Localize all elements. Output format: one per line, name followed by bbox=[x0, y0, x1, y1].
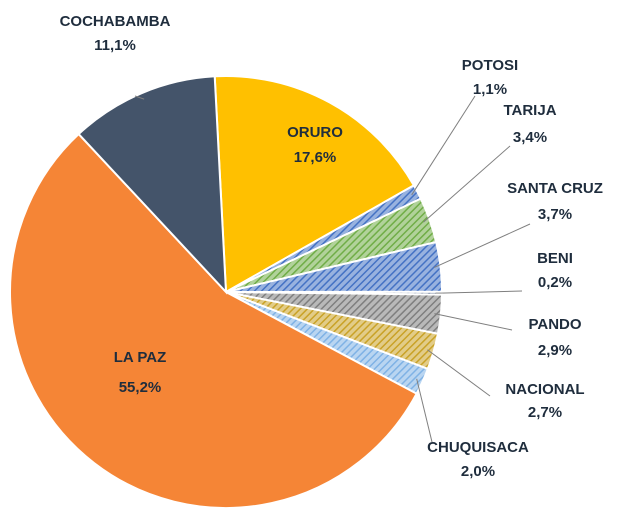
slice-label: LA PAZ bbox=[114, 349, 167, 366]
value-label: 2,7% bbox=[528, 404, 562, 421]
slice-label: BENI bbox=[537, 250, 573, 267]
value-label: 17,6% bbox=[294, 149, 337, 166]
slice-label: ORURO bbox=[287, 124, 343, 141]
leader-line bbox=[433, 223, 531, 269]
slice-label: PANDO bbox=[528, 316, 581, 333]
leader-line bbox=[423, 145, 511, 223]
value-label: 1,1% bbox=[473, 81, 507, 98]
value-label: 0,2% bbox=[538, 274, 572, 291]
leader-line bbox=[134, 95, 145, 100]
leader-line bbox=[411, 95, 476, 196]
value-label: 2,9% bbox=[538, 342, 572, 359]
value-label: 3,4% bbox=[513, 129, 547, 146]
value-label: 11,1% bbox=[94, 37, 136, 54]
slice-label: POTOSI bbox=[462, 57, 518, 74]
slice-label: SANTA CRUZ bbox=[507, 180, 603, 197]
leader-line bbox=[416, 378, 433, 443]
leader-line bbox=[427, 349, 491, 397]
slice-label: TARIJA bbox=[503, 102, 556, 119]
value-label: 55,2% bbox=[119, 379, 162, 396]
value-label: 3,7% bbox=[538, 206, 572, 223]
pie-slice bbox=[9, 132, 418, 508]
slice-label: NACIONAL bbox=[505, 381, 584, 398]
pie-slice bbox=[213, 75, 416, 294]
slice-label: COCHABAMBA bbox=[60, 13, 171, 30]
leader-line bbox=[435, 290, 523, 294]
slice-label: CHUQUISACA bbox=[427, 439, 529, 456]
pie-slice bbox=[77, 75, 228, 295]
value-label: 2,0% bbox=[461, 463, 495, 480]
leader-line bbox=[434, 313, 513, 331]
